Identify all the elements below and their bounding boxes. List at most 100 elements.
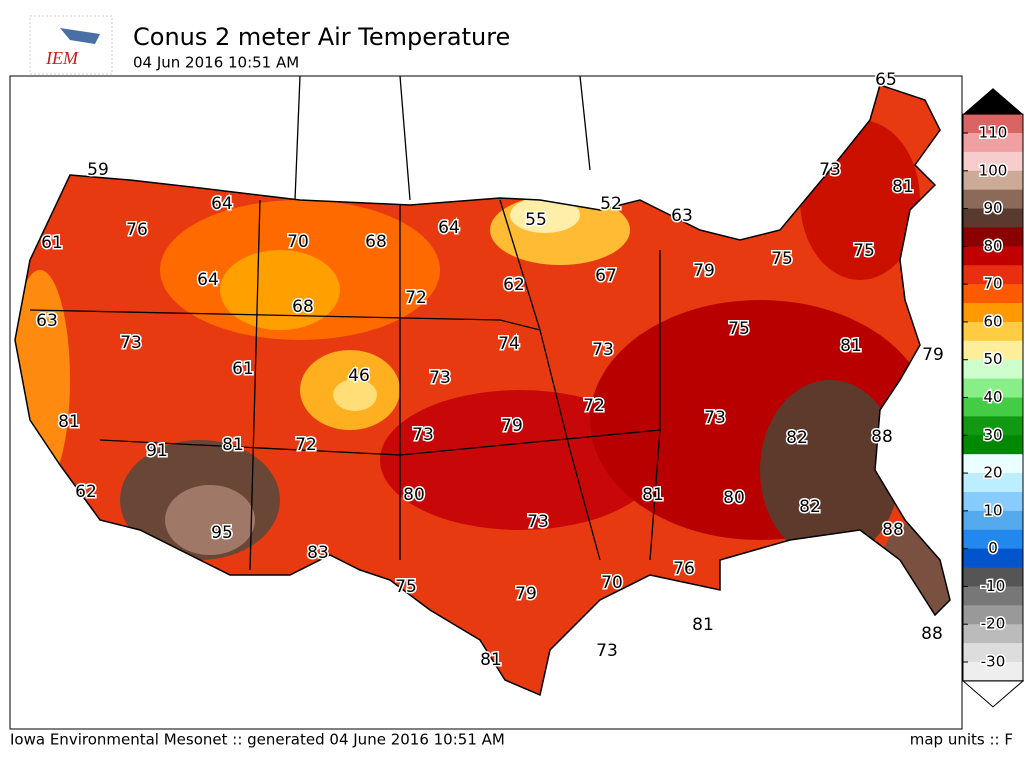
colorbar-band <box>963 454 1023 474</box>
colorbar-band <box>963 435 1023 455</box>
station-value: 72 <box>583 396 605 416</box>
station-value: 79 <box>515 584 537 604</box>
colorbar-band <box>963 605 1023 625</box>
station-value: 80 <box>403 485 425 505</box>
colorbar-band <box>963 265 1023 285</box>
station-value: 74 <box>498 334 520 354</box>
station-value: 82 <box>799 497 821 517</box>
colorbar-label: 80 <box>983 237 1002 255</box>
station-value: 75 <box>771 249 793 269</box>
colorbar-band <box>963 359 1023 380</box>
colorbar-label: 40 <box>983 388 1002 406</box>
colorbar-label: 30 <box>983 426 1002 444</box>
station-value: 81 <box>840 336 862 356</box>
station-labels: 65 59 76 61 64 70 68 64 55 52 63 73 81 64 68 72 62 67 79 75… <box>35 69 946 672</box>
station-value: 88 <box>921 624 943 644</box>
station-value: 64 <box>211 194 233 214</box>
station-value: 68 <box>365 232 387 252</box>
station-value: 70 <box>601 573 623 593</box>
station-value: 81 <box>892 177 914 197</box>
field-light <box>510 197 580 233</box>
colorbar-band <box>963 567 1023 587</box>
colorbar-label: 110 <box>979 124 1008 142</box>
station-value: 75 <box>728 319 750 339</box>
station-value: 52 <box>600 194 622 214</box>
field-amber <box>220 250 340 330</box>
station-value: 82 <box>786 428 808 448</box>
station-value: 81 <box>58 412 80 432</box>
colorbar-band <box>963 510 1023 531</box>
station-value: 75 <box>395 577 417 597</box>
station-value: 72 <box>405 288 427 308</box>
station-value: 79 <box>693 261 715 281</box>
colorbar-band <box>963 303 1023 323</box>
field-dark <box>380 390 660 530</box>
station-value: 76 <box>673 559 695 579</box>
station-value: 63 <box>36 311 58 331</box>
station-value: 81 <box>692 615 714 635</box>
station-value: 64 <box>197 270 219 290</box>
colorbar-label: -30 <box>981 653 1006 671</box>
state-line <box>499 199 601 561</box>
station-value: 62 <box>503 275 525 295</box>
field-yellow <box>333 379 377 411</box>
colorbar-label: 70 <box>983 275 1002 293</box>
footer-left: Iowa Environmental Mesonet :: generated … <box>10 731 505 749</box>
colorbar-band <box>963 284 1023 304</box>
colorbar-band <box>963 586 1023 606</box>
station-value: 91 <box>146 441 168 461</box>
colorbar-band <box>963 114 1023 134</box>
colorbar-band <box>963 662 1023 682</box>
station-value: 83 <box>307 543 329 563</box>
colorbar-band <box>963 643 1023 663</box>
station-value: 73 <box>412 425 434 445</box>
colorbar-label: 0 <box>988 539 998 557</box>
station-value: 73 <box>819 160 841 180</box>
station-value: 73 <box>596 641 618 661</box>
station-value: 79 <box>922 345 944 365</box>
colorbar-band <box>963 491 1023 512</box>
station-value: 95 <box>211 523 233 543</box>
state-line <box>29 309 541 331</box>
colorbar-label: 50 <box>983 350 1002 368</box>
station-value: 81 <box>642 485 664 505</box>
colorbar-label: 20 <box>983 464 1002 482</box>
subtitle: 04 Jun 2016 10:51 AM <box>133 54 299 72</box>
station-value: 76 <box>126 220 148 240</box>
station-value: 75 <box>853 241 875 261</box>
colorbar-band <box>963 208 1023 228</box>
colorbar-band <box>963 133 1023 153</box>
colorbar-label: 90 <box>983 199 1002 217</box>
colorbar-band <box>963 624 1023 644</box>
station-value: 73 <box>592 340 614 360</box>
colorbar-max-arrow <box>963 88 1023 115</box>
station-value: 46 <box>348 366 370 386</box>
colorbar-band <box>963 170 1023 191</box>
station-value: 73 <box>704 408 726 428</box>
station-value: 72 <box>295 435 317 455</box>
colorbar-band <box>963 321 1023 342</box>
station-value: 81 <box>480 650 502 670</box>
station-value: 70 <box>287 232 309 252</box>
station-value: 80 <box>723 488 745 508</box>
footer-right: map units :: F <box>910 731 1013 749</box>
station-value: 73 <box>429 368 451 388</box>
colorbar-band <box>963 378 1023 398</box>
state-line <box>249 199 261 571</box>
station-value: 81 <box>222 435 244 455</box>
state-line <box>649 250 661 561</box>
colorbar-min-arrow <box>961 680 1024 708</box>
station-value: 59 <box>87 160 109 180</box>
station-value: 63 <box>671 206 693 226</box>
logo-plane <box>60 28 100 44</box>
colorbar-band <box>963 340 1023 361</box>
station-value: 61 <box>41 233 63 253</box>
station-value: 62 <box>75 482 97 502</box>
station-value: 73 <box>527 512 549 532</box>
colorbar-band <box>963 529 1023 550</box>
border-line <box>294 75 591 201</box>
station-value: 67 <box>595 266 617 286</box>
logo-outline <box>29 15 113 75</box>
colorbar-band <box>963 397 1023 417</box>
